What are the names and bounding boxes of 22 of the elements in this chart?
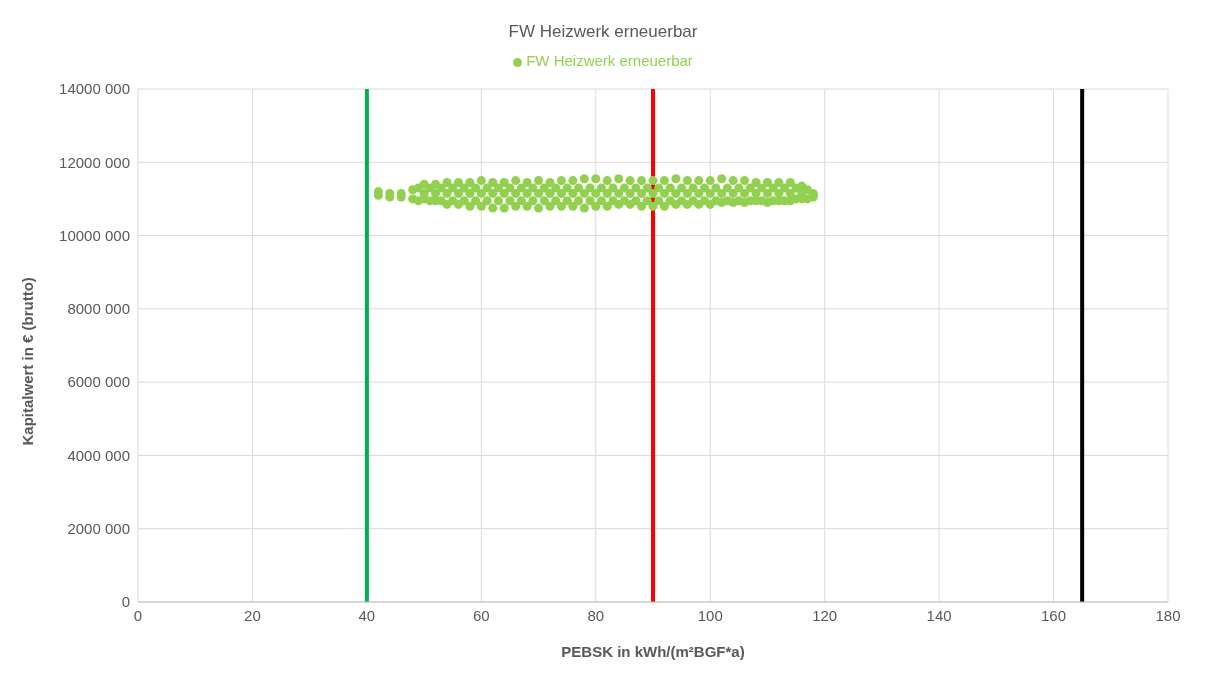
y-tick-label: 2000 000 <box>67 520 130 538</box>
x-tick-label: 80 <box>587 606 605 624</box>
x-tick-label: 40 <box>358 606 376 624</box>
x-tick-label: 160 <box>1041 606 1067 624</box>
x-tick-label: 180 <box>1155 606 1181 624</box>
legend-label: FW Heizwerk erneuerbar <box>526 52 693 69</box>
x-axis-title: PEBSK in kWh/(m²BGF*a) <box>561 642 745 660</box>
chart-title: FW Heizwerk erneuerbar <box>507 21 699 42</box>
x-tick-label: 0 <box>133 606 143 624</box>
y-tick-label: 12000 000 <box>59 153 130 171</box>
y-tick-label: 6000 000 <box>67 373 130 391</box>
x-tick-label: 20 <box>244 606 261 624</box>
x-tick-label: 120 <box>812 606 838 624</box>
y-axis-title: Kapitalwert in € (brutto) <box>19 277 37 446</box>
y-tick-label: 10000 000 <box>59 226 130 244</box>
y-tick-label: 8000 000 <box>67 300 130 318</box>
y-tick-label: 0 <box>121 593 130 611</box>
y-tick-label: 14000 000 <box>59 80 130 98</box>
x-tick-label: 140 <box>926 606 952 624</box>
y-tick-label: 4000 000 <box>67 446 130 464</box>
x-tick-label: 100 <box>697 606 723 624</box>
x-tick-label: 60 <box>472 606 490 624</box>
